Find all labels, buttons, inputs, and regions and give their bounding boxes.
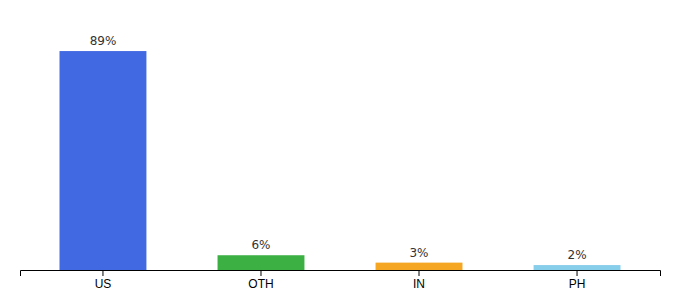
x-tick: IN (413, 270, 425, 291)
x-tick-mark (577, 270, 578, 276)
x-tick-mark (260, 270, 261, 276)
data-labels: 89% 6% 3% 2% (90, 34, 587, 262)
data-label: 6% (251, 238, 270, 252)
x-tick-label: IN (413, 277, 425, 291)
x-tick-label: OTH (248, 277, 273, 291)
x-axis-line (21, 271, 661, 277)
chart: 89% 6% 3% 2% US OTH IN PH (0, 0, 680, 300)
data-label: 2% (568, 248, 587, 262)
data-label: 89% (90, 34, 117, 48)
bar (60, 51, 147, 270)
plot: 89% 6% 3% 2% US OTH IN PH (21, 34, 661, 290)
bar (376, 263, 463, 270)
x-tick-mark (102, 270, 103, 276)
bar (218, 255, 305, 270)
x-tick-label: US (95, 277, 112, 291)
x-tick-label: PH (569, 277, 586, 291)
x-tick: PH (569, 270, 586, 291)
x-tick: OTH (248, 270, 273, 291)
bars (60, 51, 621, 270)
x-axis: US OTH IN PH (21, 270, 661, 291)
bar (534, 265, 621, 270)
x-tick-mark (419, 270, 420, 276)
data-label: 3% (409, 246, 428, 260)
x-tick: US (95, 270, 112, 291)
